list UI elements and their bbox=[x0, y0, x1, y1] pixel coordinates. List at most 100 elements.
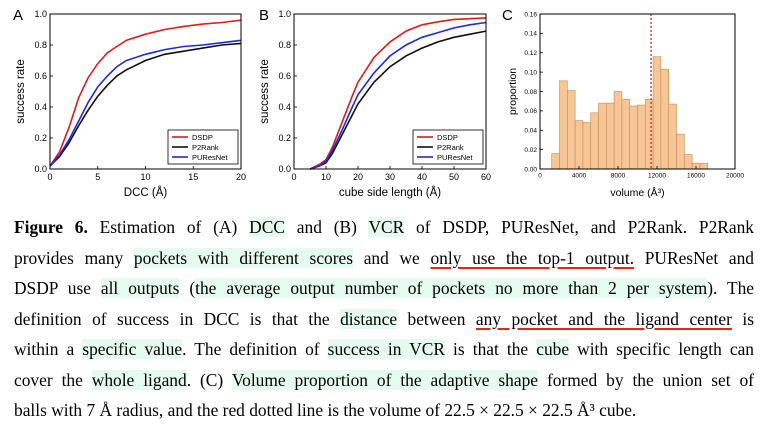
x-axis-label: volume (Å³) bbox=[610, 186, 664, 199]
x-tick-label: 12000 bbox=[648, 173, 666, 180]
x-tick-label: 0 bbox=[538, 173, 542, 180]
y-tick-label: 0.6 bbox=[34, 71, 47, 81]
figure-caption: Figure 6. Estimation of (A) DCC and (B) … bbox=[14, 212, 754, 426]
series-line-puresnet bbox=[309, 21, 487, 170]
y-tick-label: 0.8 bbox=[34, 40, 47, 50]
legend-label: DSDP bbox=[437, 133, 458, 142]
y-tick-label: 0.0 bbox=[34, 164, 47, 174]
histogram-bar bbox=[668, 103, 677, 170]
y-tick-label: 0.14 bbox=[524, 31, 537, 38]
caption-underline: only use the top-1 output. bbox=[430, 247, 635, 268]
y-tick-label: 0.16 bbox=[524, 11, 537, 18]
y-tick-label: 0.0 bbox=[278, 164, 291, 174]
caption-figure-label: Figure 6. bbox=[14, 217, 88, 237]
caption-text: is bbox=[731, 308, 754, 329]
y-tick-label: 0.2 bbox=[278, 133, 291, 143]
caption-highlight: the average output number of pockets no … bbox=[195, 278, 708, 298]
x-tick-label: 4000 bbox=[572, 173, 587, 180]
x-tick-label: 20 bbox=[236, 172, 246, 182]
histogram-bar bbox=[660, 68, 670, 170]
caption-line: definition of success in DCC is that the… bbox=[14, 304, 754, 335]
caption-line: Figure 6. Estimation of (A) DCC and (B) … bbox=[14, 212, 754, 243]
y-tick-label: 0.06 bbox=[524, 108, 537, 115]
legend-label: P2Rank bbox=[192, 143, 219, 152]
caption-text: Estimation of (A) bbox=[87, 217, 250, 237]
histogram-bar bbox=[559, 80, 568, 170]
y-tick-label: 0.04 bbox=[524, 128, 537, 135]
y-tick-label: 1.0 bbox=[34, 9, 47, 19]
caption-text: and we bbox=[353, 247, 431, 268]
caption-highlight: whole ligand bbox=[91, 369, 187, 390]
caption-text: is that the bbox=[444, 339, 537, 359]
caption-line: within a specific value. The definition … bbox=[14, 334, 754, 365]
histogram-bar bbox=[551, 153, 560, 170]
x-axis-label: DCC (Å) bbox=[124, 186, 168, 199]
caption-text: PUResNet and bbox=[634, 247, 754, 268]
x-tick-label: 8000 bbox=[611, 173, 626, 180]
x-tick-label: 20 bbox=[353, 172, 363, 182]
histogram-bar bbox=[605, 102, 615, 170]
y-axis-label: success rate bbox=[15, 59, 27, 124]
caption-text: within a bbox=[14, 339, 83, 359]
y-tick-label: 0.6 bbox=[278, 71, 291, 81]
histogram-bar bbox=[574, 120, 584, 170]
y-axis-label: success rate bbox=[259, 59, 271, 124]
y-tick-label: 0.4 bbox=[278, 102, 291, 112]
legend-label: P2Rank bbox=[437, 143, 464, 152]
x-tick-label: 10 bbox=[321, 172, 331, 182]
series-line-p2rank bbox=[309, 30, 487, 170]
histogram-bar bbox=[652, 56, 662, 170]
legend-label: DSDP bbox=[192, 133, 213, 142]
caption-line: DSDP use all outputs (the average output… bbox=[14, 273, 754, 304]
series-line-p2rank bbox=[49, 42, 242, 167]
series-line-puresnet bbox=[49, 39, 242, 167]
caption-text: ( bbox=[179, 278, 196, 298]
histogram-bar bbox=[676, 133, 685, 170]
caption-line: provides many pockets with different sco… bbox=[14, 243, 754, 274]
panel-label-b: B bbox=[259, 7, 269, 24]
x-tick-label: 30 bbox=[385, 172, 395, 182]
histogram-bar bbox=[590, 112, 599, 170]
series-line-dsdp bbox=[309, 17, 487, 170]
y-tick-label: 0.08 bbox=[524, 89, 537, 96]
panel-label-c: C bbox=[502, 7, 513, 24]
x-tick-label: 5 bbox=[95, 172, 100, 182]
caption-text: . The definition of bbox=[182, 339, 328, 359]
caption-highlight: Volume proportion of the adaptive shape bbox=[231, 369, 538, 390]
histogram-bar bbox=[613, 91, 623, 170]
caption-highlight: success in VCR bbox=[327, 339, 445, 359]
caption-highlight: VCR bbox=[368, 217, 405, 237]
histogram-bar bbox=[621, 98, 631, 170]
caption-highlight: all outputs bbox=[100, 278, 180, 298]
legend-label: PUResNet bbox=[192, 153, 228, 162]
y-tick-label: 0.10 bbox=[524, 69, 537, 76]
x-axis-label: cube side length (Å) bbox=[339, 186, 441, 199]
caption-underline: any pocket and the ligand center bbox=[475, 308, 732, 329]
caption-text: . (C) bbox=[186, 369, 232, 390]
y-tick-label: 0.00 bbox=[524, 166, 537, 173]
y-tick-label: 0.4 bbox=[34, 102, 47, 112]
caption-text: balls with 7 Å radius, and the red dotte… bbox=[14, 400, 637, 420]
panel-label-a: A bbox=[13, 7, 23, 24]
caption-text: provides many bbox=[14, 247, 134, 268]
x-tick-label: 40 bbox=[417, 172, 427, 182]
x-tick-label: 60 bbox=[481, 172, 491, 182]
histogram-bar bbox=[566, 90, 576, 170]
chart-c-volume-histogram: 0 4000 8000 12000 16000 20000 0.00 0.02 0.04 0.06… bbox=[507, 11, 744, 199]
caption-text: definition of success in DCC is that the bbox=[14, 308, 341, 329]
histogram-bar bbox=[644, 98, 654, 170]
x-tick-label: 20000 bbox=[726, 173, 744, 180]
y-tick-label: 0.02 bbox=[524, 147, 537, 154]
x-tick-label: 10 bbox=[140, 172, 150, 182]
histogram-bar bbox=[629, 105, 638, 170]
caption-text: DSDP use bbox=[14, 278, 101, 298]
histogram-bar bbox=[582, 122, 592, 170]
caption-text: of DSDP, PUResNet, and P2Rank. P2Rank bbox=[404, 217, 754, 237]
y-axis-label: proportion bbox=[507, 68, 519, 115]
histogram-bar bbox=[598, 102, 607, 170]
caption-text: between bbox=[397, 308, 476, 329]
caption-highlight: distance bbox=[340, 308, 398, 329]
caption-text: with specific length can bbox=[569, 339, 754, 359]
